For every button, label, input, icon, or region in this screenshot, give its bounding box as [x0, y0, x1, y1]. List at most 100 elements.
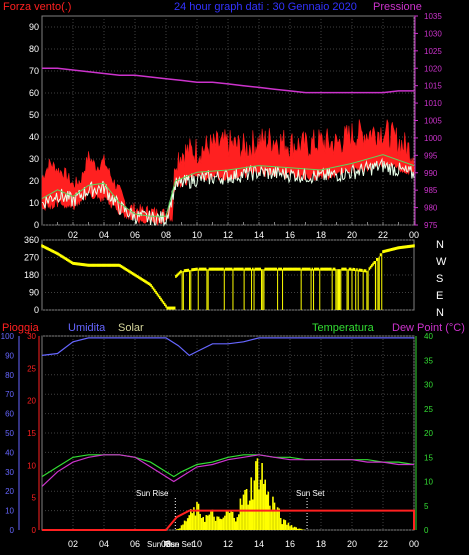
dir-point [136, 275, 139, 279]
dir-point [400, 245, 403, 249]
dir-point [125, 268, 128, 272]
y-tick-umidita: 0 [10, 526, 15, 535]
y-tick-pioggia: 10 [27, 461, 36, 470]
dir-point [79, 262, 82, 266]
y-tick-right-top: 1005 [424, 117, 442, 126]
dir-point [356, 268, 358, 272]
dir-point [321, 267, 324, 271]
dir-point [402, 245, 404, 249]
dir-point [95, 263, 98, 267]
dir-point [152, 287, 155, 291]
dir-point [283, 267, 285, 271]
dir-point [341, 267, 343, 271]
dir-point [69, 260, 72, 264]
y-tick-umidita: 40 [5, 448, 14, 457]
dir-point [363, 269, 366, 273]
dir-point [52, 249, 54, 253]
dir-point [213, 267, 216, 271]
y-tick-temperatura: 5 [424, 502, 429, 511]
x-tick-bottom: 20 [347, 539, 357, 549]
title-solar: Solar [118, 322, 144, 334]
series-pressione [42, 67, 414, 94]
dir-point [291, 267, 294, 271]
dir-point [382, 250, 384, 254]
dir-point [100, 263, 103, 267]
dir-point [132, 272, 135, 276]
dir-point [106, 263, 109, 267]
dir-point [256, 267, 259, 271]
dir-point [134, 273, 136, 277]
x-tick-bottom: 10 [192, 539, 202, 549]
dir-point [361, 268, 363, 272]
y-tick-temperatura: 30 [424, 381, 433, 390]
y-tick-right-top: 995 [424, 151, 438, 160]
dir-point [120, 264, 123, 268]
dir-point [193, 267, 196, 271]
dir-point [83, 263, 85, 267]
sunset-label: Sun Set [296, 489, 325, 498]
dir-point [147, 282, 150, 286]
dir-point [279, 267, 281, 271]
dir-point [80, 262, 83, 266]
dir-point [322, 267, 325, 271]
dir-point [58, 253, 61, 257]
y-tick-temperatura: 20 [424, 429, 433, 438]
dir-point [320, 267, 322, 271]
title-24h-graph: 24 hour graph dati : 30 Gennaio 2020 [174, 1, 357, 13]
dir-label-S: S [436, 273, 443, 285]
dir-point [285, 267, 288, 271]
dir-point [199, 267, 202, 271]
dir-point [150, 284, 152, 288]
dir-point [98, 263, 100, 267]
y-tick-left-top: 90 [29, 22, 39, 32]
dir-point [113, 263, 115, 267]
x-tick-top: 16 [285, 230, 295, 240]
y-tick-pioggia: 0 [32, 526, 37, 535]
dir-point [405, 245, 408, 249]
dir-point [286, 267, 289, 271]
dir-point [294, 267, 296, 271]
y-tick-temperatura: 10 [424, 478, 433, 487]
dir-point [202, 267, 204, 271]
series-pioggia [42, 509, 415, 531]
dir-point [198, 267, 201, 271]
x-tick-bottom: 12 [223, 539, 233, 549]
dir-point [393, 247, 395, 251]
dir-point [93, 263, 95, 267]
y-tick-left-top: 60 [29, 88, 39, 98]
dir-point [239, 267, 242, 271]
dir-point [275, 267, 278, 271]
dir-point [385, 249, 388, 253]
x-tick-bottom: 08 [161, 539, 171, 549]
dir-label-E: E [436, 290, 443, 302]
dir-point [73, 261, 76, 265]
x-tick-bottom: 14 [254, 539, 264, 549]
x-tick-top: 18 [316, 230, 326, 240]
y-tick-pioggia: 25 [27, 364, 36, 373]
dir-point [407, 245, 409, 249]
x-tick-top: 14 [254, 230, 264, 240]
dir-point [317, 267, 320, 271]
y-tick-umidita: 60 [5, 410, 14, 419]
dir-point [154, 289, 156, 293]
dir-point [372, 262, 374, 266]
dir-point [186, 268, 188, 272]
dir-point [252, 267, 254, 271]
dir-point [201, 267, 203, 271]
dir-point [387, 248, 389, 252]
dir-point [56, 251, 58, 255]
dir-point [88, 263, 90, 267]
dir-point [221, 267, 223, 271]
dir-point [383, 249, 386, 253]
dir-point [306, 267, 309, 271]
dir-point [94, 263, 97, 267]
dir-point [270, 267, 273, 271]
dir-point [240, 267, 243, 271]
dir-point [379, 253, 382, 257]
dir-point [101, 263, 104, 267]
dir-point [171, 306, 173, 310]
dir-point [103, 263, 105, 267]
dir-point [411, 244, 414, 248]
y-tick-right-top: 1015 [424, 82, 442, 91]
y-tick-temperatura: 25 [424, 405, 433, 414]
